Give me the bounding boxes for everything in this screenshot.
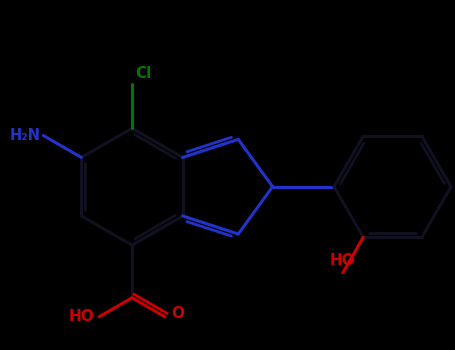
Text: O: O xyxy=(171,306,184,321)
Text: Cl: Cl xyxy=(135,66,151,82)
Text: H₂N: H₂N xyxy=(10,128,40,143)
Text: HO: HO xyxy=(330,253,356,268)
Text: HO: HO xyxy=(69,309,94,324)
